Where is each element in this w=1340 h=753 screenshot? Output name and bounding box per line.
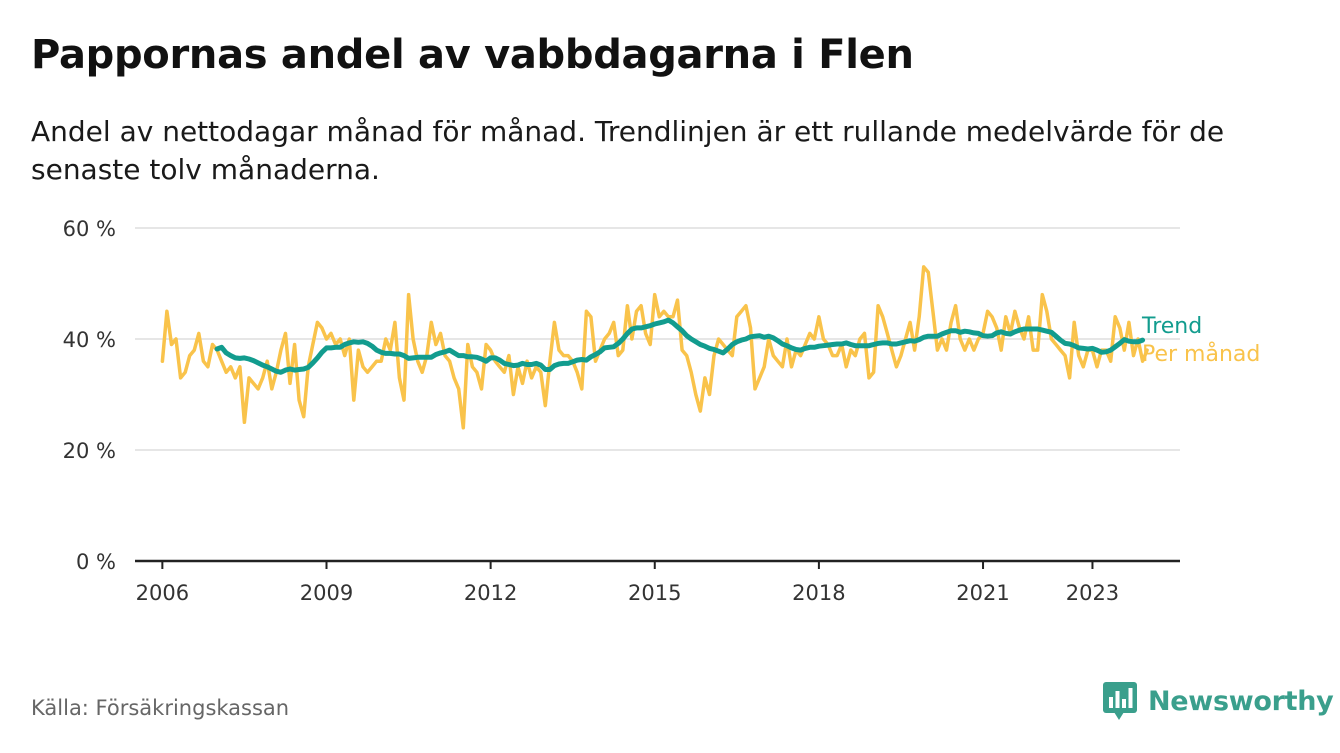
y-tick-label: 20 % bbox=[63, 439, 116, 463]
chart-title: Pappornas andel av vabbdagarna i Flen bbox=[31, 32, 914, 78]
brand-name: Newsworthy bbox=[1148, 685, 1334, 717]
y-tick-label: 0 % bbox=[76, 550, 116, 574]
y-tick-label: 60 % bbox=[63, 217, 116, 241]
x-tick-label: 2012 bbox=[464, 581, 517, 605]
y-tick-label: 40 % bbox=[63, 328, 116, 352]
monthly-series-line bbox=[160, 265, 1149, 430]
chart-subtitle: Andel av nettodagar månad för månad. Tre… bbox=[31, 115, 1225, 186]
legend-label-trend: Trend bbox=[1141, 314, 1202, 339]
x-tick-label: 2023 bbox=[1066, 581, 1119, 605]
newsworthy-logo-icon bbox=[1103, 682, 1137, 720]
x-axis-ticks: 2006 2009 2012 2015 2018 2021 2023 bbox=[136, 561, 1119, 605]
grid-layer bbox=[135, 227, 1180, 563]
x-tick-label: 2021 bbox=[956, 581, 1009, 605]
x-tick-label: 2015 bbox=[628, 581, 681, 605]
trend-series-line bbox=[214, 317, 1146, 375]
y-axis-ticks: 0 % 20 % 40 % 60 % bbox=[63, 217, 116, 574]
x-tick-label: 2018 bbox=[792, 581, 845, 605]
source-note: Källa: Försäkringskassan bbox=[31, 696, 290, 720]
x-tick-label: 2009 bbox=[300, 581, 353, 605]
x-tick-label: 2006 bbox=[136, 581, 189, 605]
legend-label-monthly: Per månad bbox=[1142, 341, 1260, 367]
brand-logo: Newsworthy bbox=[1103, 682, 1334, 720]
series-layer bbox=[160, 265, 1149, 430]
